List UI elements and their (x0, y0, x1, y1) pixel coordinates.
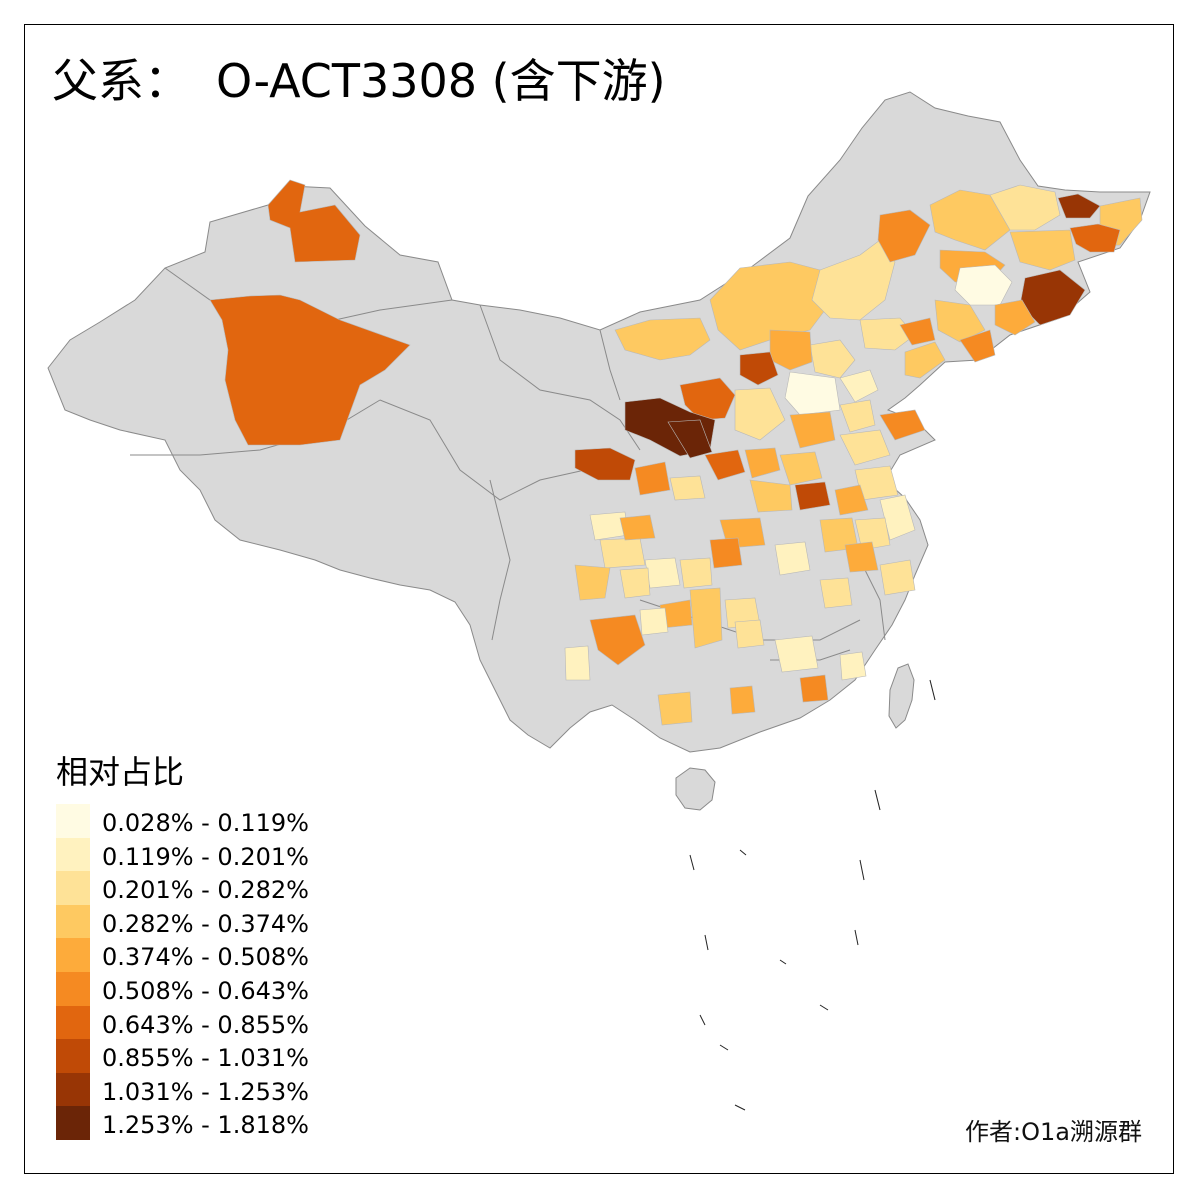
region-dalian (904, 341, 946, 379)
region-jixi (1069, 223, 1121, 253)
south-sea-islands (689, 679, 936, 1111)
legend-swatch (56, 1039, 90, 1074)
region-jiangxi-n (774, 541, 811, 576)
region-guiyang (689, 587, 723, 649)
legend-label: 0.374% - 0.508% (102, 943, 309, 972)
mainland-outline (47, 91, 1151, 753)
region-kaifeng (749, 479, 793, 513)
internal-borders (130, 267, 886, 661)
legend-label: 0.855% - 1.031% (102, 1044, 309, 1073)
region-altay (267, 179, 361, 263)
region-guangzhou (799, 674, 829, 703)
region-tianjin (839, 369, 879, 403)
region-fujian-n (839, 651, 867, 681)
hainan-island (675, 767, 716, 811)
region-zhejiang-n (879, 559, 916, 596)
region-harbin (1009, 229, 1076, 271)
region-hulunbuir-2 (929, 189, 1011, 251)
legend-title: 相对占比 (56, 753, 185, 791)
legend-label: 0.119% - 0.201% (102, 842, 309, 871)
region-nanning (657, 691, 693, 726)
region-leshan (574, 564, 611, 601)
region-jiamusi (1057, 193, 1101, 219)
legend-swatch (56, 871, 90, 906)
title-text: O-ACT3308 (含下游) (216, 54, 666, 108)
region-im-west (614, 317, 711, 361)
data-regions (209, 179, 1143, 726)
region-qujing (639, 607, 669, 636)
region-chongqing (644, 557, 681, 589)
legend-swatch (56, 1005, 90, 1040)
legend-swatch (56, 1106, 90, 1141)
region-yunnan-s (564, 645, 591, 681)
region-ganzhou (774, 635, 819, 673)
legend-swatch (56, 1072, 90, 1107)
region-tonghua (959, 329, 996, 363)
region-hengyang (734, 619, 765, 649)
region-chengdu (599, 537, 646, 569)
region-jilin (994, 299, 1036, 336)
region-nanchang (819, 577, 853, 609)
region-xian (704, 449, 746, 481)
legend-swatch (56, 971, 90, 1006)
map-title: 父系： O-ACT3308 (含下游) (52, 58, 666, 104)
region-lanzhou (574, 447, 636, 481)
region-kunming (589, 614, 646, 666)
legend-label: 1.031% - 1.253% (102, 1077, 309, 1106)
region-tianshui (634, 461, 671, 496)
region-weinan (744, 447, 781, 479)
title-prefix: 父系： (52, 54, 190, 108)
region-chaoyang (899, 317, 936, 346)
author-credit: 作者:O1a溯源群 (965, 1118, 1142, 1146)
region-beijing (809, 339, 856, 379)
region-luoyang (794, 481, 831, 511)
region-liuzhou (729, 685, 756, 715)
region-qingdao (879, 409, 926, 441)
legend-label: 1.253% - 1.818% (102, 1111, 309, 1140)
region-yibin (619, 567, 651, 599)
region-taiyuan (734, 387, 786, 441)
legend-swatch (56, 938, 90, 973)
region-bayingolin (209, 294, 411, 446)
legend-label: 0.028% - 0.119% (102, 809, 309, 837)
map-frame (24, 24, 1174, 1174)
legend-label: 0.201% - 0.282% (102, 876, 309, 905)
region-hulunbuir-1 (877, 209, 931, 263)
region-cangzhou (839, 399, 876, 433)
region-wuhan (709, 537, 743, 569)
region-jinan (839, 429, 891, 466)
region-nanjing (854, 517, 891, 551)
region-nanchong (619, 514, 656, 541)
taiwan-island (888, 663, 915, 729)
legend-swatch (56, 837, 90, 872)
region-xianyang (669, 475, 706, 501)
region-heilongjiang-n (989, 184, 1061, 231)
legend-label: 0.282% - 0.374% (102, 909, 309, 938)
region-xuzhou (834, 484, 869, 516)
region-yanan (667, 419, 713, 459)
legend-label: 0.643% - 0.855% (102, 1010, 309, 1039)
region-yichang (679, 557, 713, 589)
region-zhengzhou (779, 451, 823, 486)
legend-swatch (56, 904, 90, 939)
region-datong (739, 351, 779, 386)
region-yulin (679, 377, 736, 421)
legend-swatch (56, 804, 90, 838)
region-anqing (844, 541, 879, 573)
legend-label: 0.508% - 0.643% (102, 976, 309, 1005)
region-im-east (811, 239, 896, 321)
region-shijiazhuang (789, 411, 836, 449)
